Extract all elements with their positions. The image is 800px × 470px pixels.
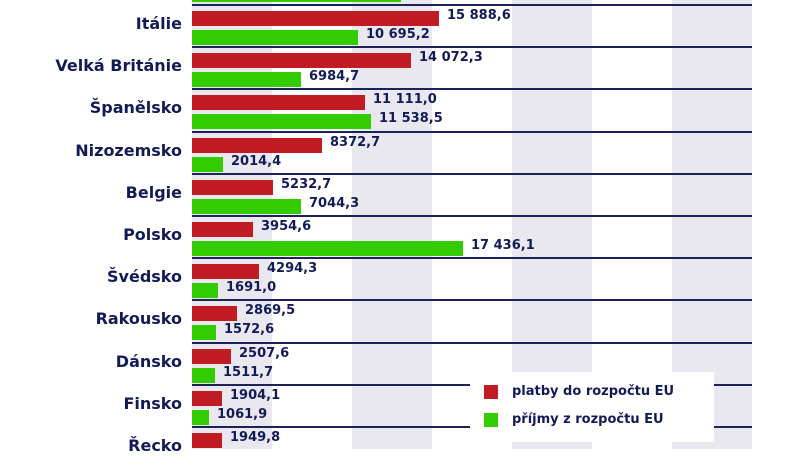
bar-payments bbox=[192, 179, 273, 195]
category-label: Finsko bbox=[123, 393, 182, 413]
value-label: 1511,7 bbox=[223, 364, 274, 380]
bar-payments bbox=[192, 53, 411, 69]
row-separator bbox=[192, 341, 752, 344]
legend-item-payments: platby do rozpočtu EU bbox=[484, 384, 674, 399]
row-separator bbox=[192, 88, 752, 91]
bar-payments bbox=[192, 433, 222, 448]
chart-row: Finsko 1904,1 1061,9 bbox=[0, 386, 800, 428]
row-separator bbox=[192, 299, 752, 302]
value-label: 7044,3 bbox=[309, 195, 360, 211]
row-separator bbox=[192, 215, 752, 217]
value-label: 8372,7 bbox=[330, 134, 381, 150]
chart-row: Polsko 3954,6 17 436,1 bbox=[0, 217, 800, 259]
value-label: 1949,8 bbox=[230, 430, 281, 445]
bar-partial-top bbox=[192, 0, 401, 2]
legend-swatch-red bbox=[484, 384, 498, 399]
bar-payments bbox=[192, 264, 259, 280]
legend-label: příjmy z rozpočtu EU bbox=[512, 412, 664, 427]
value-label: 11 111,0 bbox=[373, 92, 437, 108]
value-label: 2014,4 bbox=[231, 153, 282, 169]
category-label: Dánsko bbox=[115, 351, 182, 371]
bar-receipts bbox=[192, 156, 223, 172]
value-label: 1572,6 bbox=[224, 322, 275, 338]
bar-receipts bbox=[192, 325, 216, 341]
value-label: 5232,7 bbox=[281, 176, 332, 192]
bar-receipts bbox=[192, 409, 209, 425]
bar-payments bbox=[192, 306, 237, 322]
value-label: 10 695,2 bbox=[366, 27, 430, 42]
bar-receipts bbox=[192, 283, 218, 299]
value-label: 1691,0 bbox=[226, 280, 277, 296]
bar-payments bbox=[192, 11, 439, 26]
value-label: 6984,7 bbox=[309, 69, 360, 85]
value-label: 1904,1 bbox=[230, 387, 281, 403]
value-label: 15 888,6 bbox=[447, 8, 511, 23]
bar-receipts bbox=[192, 72, 301, 88]
row-separator bbox=[192, 257, 752, 260]
value-label: 2507,6 bbox=[239, 345, 290, 361]
chart-row: Belgie 5232,7 7044,3 bbox=[0, 175, 800, 217]
chart-row: Švédsko 4294,3 1691,0 bbox=[0, 259, 800, 301]
value-label: 11 538,5 bbox=[379, 111, 443, 127]
row-separator bbox=[192, 4, 752, 6]
bar-payments bbox=[192, 137, 322, 153]
value-label: 1061,9 bbox=[217, 406, 268, 422]
legend-label: platby do rozpočtu EU bbox=[512, 384, 675, 399]
category-label: Řecko bbox=[128, 436, 182, 455]
bar-payments bbox=[192, 390, 222, 406]
category-label: Velká Británie bbox=[55, 56, 182, 76]
category-label: Rakousko bbox=[95, 309, 182, 329]
category-label: Belgie bbox=[125, 182, 182, 202]
chart-row: Dánsko 2507,6 1511,7 bbox=[0, 344, 800, 386]
chart-row: Velká Británie 14 072,3 6984,7 bbox=[0, 48, 800, 90]
bar-payments bbox=[192, 95, 365, 111]
value-label: 14 072,3 bbox=[419, 50, 483, 66]
bar-receipts bbox=[192, 241, 463, 256]
value-label: 2869,5 bbox=[245, 303, 296, 319]
legend: platby do rozpočtu EU příjmy z rozpočtu … bbox=[470, 372, 714, 442]
chart-row: Španělsko 11 111,0 11 538,5 bbox=[0, 90, 800, 132]
category-label: Švédsko bbox=[107, 267, 182, 287]
bar-receipts bbox=[192, 198, 301, 214]
bar-receipts bbox=[192, 30, 358, 45]
category-label: Nizozemsko bbox=[75, 140, 182, 160]
value-label: 3954,6 bbox=[261, 219, 312, 234]
bar-payments bbox=[192, 348, 231, 364]
bar-receipts bbox=[192, 367, 215, 383]
legend-item-receipts: příjmy z rozpočtu EU bbox=[484, 412, 664, 427]
chart-row: Rakousko 2869,5 1572,6 bbox=[0, 301, 800, 343]
chart-row: Itálie 15 888,6 10 695,2 bbox=[0, 6, 800, 48]
category-label: Španělsko bbox=[89, 98, 182, 118]
value-label: 17 436,1 bbox=[471, 238, 535, 253]
category-label: Itálie bbox=[135, 14, 182, 33]
row-separator bbox=[192, 172, 752, 175]
category-label: Polsko bbox=[123, 225, 182, 244]
row-separator bbox=[192, 46, 752, 49]
row-separator bbox=[192, 130, 752, 133]
legend-swatch-green bbox=[484, 412, 498, 427]
chart-row: Nizozemsko 8372,7 2014,4 bbox=[0, 133, 800, 175]
value-label: 4294,3 bbox=[267, 261, 318, 277]
bar-receipts bbox=[192, 114, 371, 130]
grid-band bbox=[352, 0, 432, 449]
bar-payments bbox=[192, 222, 253, 237]
